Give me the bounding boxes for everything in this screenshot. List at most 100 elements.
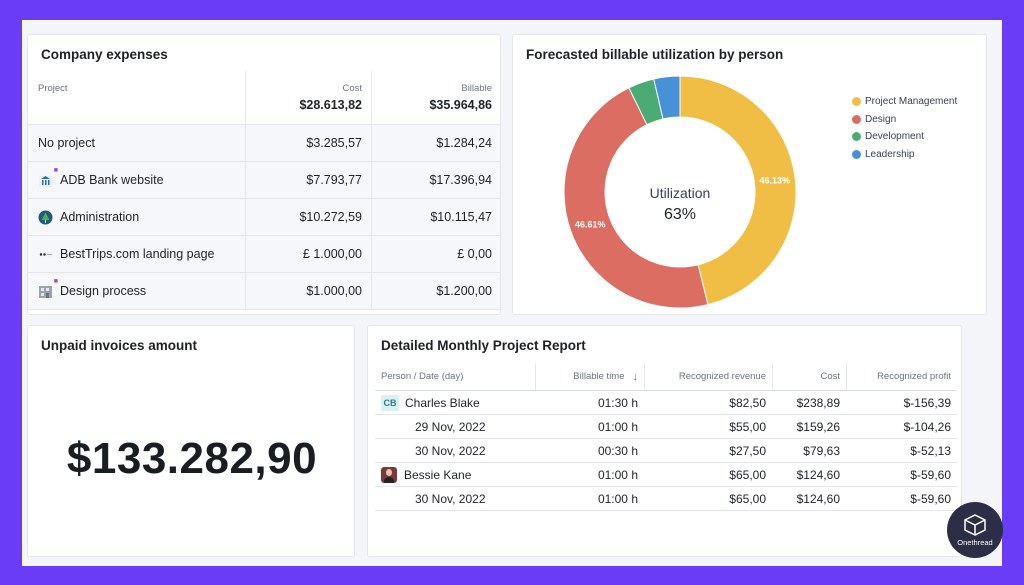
person-date-column-header[interactable]: Person / Date (day) <box>381 371 464 382</box>
building-logo-icon: ■ <box>38 278 58 299</box>
person-name: Bessie Kane <box>404 467 472 482</box>
billable-header-label: Billable <box>461 83 492 94</box>
profit-value: $-156,39 <box>903 395 951 410</box>
profit-value: $-52,13 <box>910 443 951 458</box>
date-value: 29 Nov, 2022 <box>415 419 486 434</box>
expenses-table: Project Cost $28.613,82 Billable $35.964… <box>28 71 500 310</box>
legend-item[interactable]: Project Management <box>852 93 957 111</box>
cost-value: $124,60 <box>796 467 840 482</box>
cost-total: $28.613,82 <box>299 98 362 112</box>
unpaid-invoices-title: Unpaid invoices amount <box>41 338 198 353</box>
dashboard-canvas: Company expenses Project Cost $28.613,82… <box>22 20 1002 566</box>
donut-segment-project-management[interactable] <box>679 75 797 306</box>
table-row[interactable]: CB Charles Blake 01:30 h $82,50 $238,89 $… <box>375 391 957 415</box>
sort-down-arrow-icon[interactable]: ↓ <box>632 370 639 383</box>
cost-column-header[interactable]: Cost <box>772 363 846 390</box>
monthly-report-title: Detailed Monthly Project Report <box>381 338 586 353</box>
report-table-header: Person / Date (day) Billable time ↓ Recog… <box>375 363 957 391</box>
table-row[interactable]: ■ ADB Bank website $7.793,77 $17.396,94 <box>28 162 500 199</box>
billable-time-value: 01:00 h <box>597 467 638 482</box>
profit-value: $-104,26 <box>903 419 951 434</box>
cost-header-label: Cost <box>342 83 362 94</box>
project-name: No project <box>38 136 95 150</box>
revenue-value: $65,00 <box>729 491 766 506</box>
revenue-value: $82,50 <box>729 395 766 410</box>
cost-value: $10.272,59 <box>299 210 362 224</box>
unpaid-invoices-card: Unpaid invoices amount $133.282,90 <box>27 325 355 557</box>
cost-value: $1.000,00 <box>306 284 362 298</box>
onethread-logo-badge[interactable]: Onethread <box>947 502 1003 558</box>
table-row[interactable]: Administration $10.272,59 $10.115,47 <box>28 199 500 236</box>
donut-data-label-design: 46.61% <box>575 220 606 230</box>
date-value: 30 Nov, 2022 <box>415 491 486 506</box>
bank-logo-icon: ■ <box>38 167 58 188</box>
forecast-utilization-card: Forecasted billable utilization by perso… <box>512 34 987 315</box>
billable-value: $10.115,47 <box>430 210 492 224</box>
project-name: Design process <box>60 284 147 298</box>
legend-label: Design <box>865 113 897 125</box>
table-row[interactable]: No project $3.285,57 $1.284,24 <box>28 125 500 162</box>
legend-dot-leadership <box>852 149 861 159</box>
expenses-table-header: Project Cost $28.613,82 Billable $35.964… <box>28 71 500 125</box>
travel-logo-icon <box>38 247 53 262</box>
legend-dot-development <box>852 132 861 142</box>
badge-label: Onethread <box>957 537 993 547</box>
table-row[interactable]: Bessie Kane 01:00 h $65,00 $124,60 $-59,… <box>375 463 957 487</box>
legend-item[interactable]: Leadership <box>852 146 957 164</box>
lock-icon: ■ <box>53 277 58 285</box>
onethread-logo-icon <box>964 513 986 536</box>
billable-total: $35.964,86 <box>429 98 492 112</box>
utilization-value: 63% <box>663 206 697 223</box>
billable-time-value: 01:00 h <box>597 491 638 506</box>
billable-time-value: 00:30 h <box>597 443 638 458</box>
project-name: BestTrips.com landing page <box>60 247 215 261</box>
donut-segment-design[interactable] <box>563 87 709 309</box>
cost-value: $7.793,77 <box>306 173 362 187</box>
billable-value: $1.284,24 <box>436 136 492 150</box>
legend-item[interactable]: Design <box>852 111 957 129</box>
report-table: Person / Date (day) Billable time ↓ Recog… <box>375 363 957 511</box>
avatar <box>381 466 397 483</box>
profit-value: $-59,60 <box>910 467 951 482</box>
billable-time-value: 01:00 h <box>597 419 638 434</box>
recognized-revenue-column-header[interactable]: Recognized revenue <box>644 363 772 390</box>
revenue-value: $65,00 <box>729 467 766 482</box>
utilization-donut-chart: 46.13% 46.61% <box>563 75 797 309</box>
billable-time-header-label: Billable time <box>573 371 625 382</box>
company-expenses-card: Company expenses Project Cost $28.613,82… <box>27 34 501 315</box>
project-column-header[interactable]: Project <box>38 83 68 94</box>
cost-value: $159,26 <box>796 419 840 434</box>
cost-value: $238,89 <box>796 395 840 410</box>
project-name: ADB Bank website <box>60 173 164 187</box>
forecast-title: Forecasted billable utilization by perso… <box>526 47 784 62</box>
donut-segment-leadership[interactable] <box>653 75 681 120</box>
cost-column-header[interactable]: Cost $28.613,82 <box>245 71 371 124</box>
profit-value: $-59,60 <box>910 491 951 506</box>
table-row[interactable]: ■ Design process $1.000,00 $1.200,00 <box>28 273 500 310</box>
billable-column-header[interactable]: Billable $35.964,86 <box>371 71 500 124</box>
cost-value: $3.285,57 <box>306 136 362 150</box>
billable-value: $17.396,94 <box>429 173 492 187</box>
legend-label: Leadership <box>865 148 915 160</box>
cost-value: $79,63 <box>803 443 840 458</box>
revenue-value: $55,00 <box>729 419 766 434</box>
monthly-report-card: Detailed Monthly Project Report Person /… <box>367 325 962 557</box>
utilization-label: Utilization <box>649 185 711 201</box>
person-name: Charles Blake <box>405 395 480 410</box>
company-expenses-title: Company expenses <box>41 47 168 62</box>
cost-value: £ 1.000,00 <box>302 247 362 261</box>
recognized-profit-column-header[interactable]: Recognized profit <box>846 363 957 390</box>
chart-legend: Project Management Design Development Le… <box>852 93 957 163</box>
billable-time-column-header[interactable]: Billable time ↓ <box>535 363 644 390</box>
tree-logo-icon <box>38 210 53 225</box>
legend-label: Project Management <box>865 96 958 108</box>
cost-value: $124,60 <box>796 491 840 506</box>
billable-value: £ 0,00 <box>457 247 492 261</box>
billable-time-value: 01:30 h <box>597 395 638 410</box>
table-row[interactable]: 29 Nov, 2022 01:00 h $55,00 $159,26 $-10… <box>375 415 957 439</box>
project-name: Administration <box>60 210 140 224</box>
table-row[interactable]: BestTrips.com landing page £ 1.000,00 £ … <box>28 236 500 273</box>
table-row[interactable]: 30 Nov, 2022 00:30 h $27,50 $79,63 $-52,… <box>375 439 957 463</box>
legend-item[interactable]: Development <box>852 128 957 146</box>
table-row[interactable]: 30 Nov, 2022 01:00 h $65,00 $124,60 $-59… <box>375 487 957 511</box>
